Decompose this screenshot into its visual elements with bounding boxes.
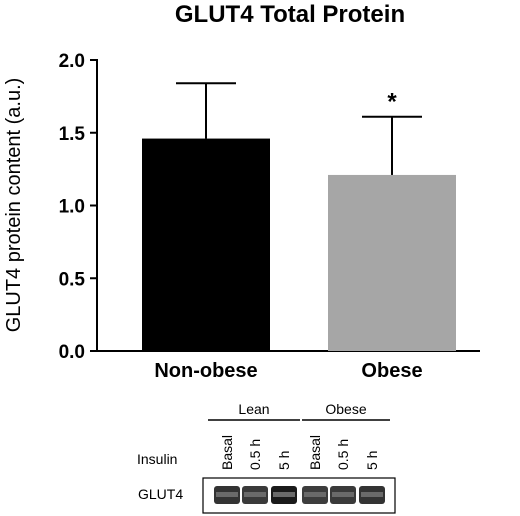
y-axis-label: GLUT4 protein content (a.u.) bbox=[3, 78, 25, 333]
significance-marker: * bbox=[387, 89, 397, 116]
blot-band-highlight bbox=[244, 492, 266, 497]
western-blot: Lean Obese Insulin GLUT4 Basal 0.5 h 5 h Basal 0… bbox=[137, 401, 396, 514]
blot-lane-label: 0.5 h bbox=[247, 439, 263, 470]
y-tick-label: 2.0 bbox=[59, 51, 85, 72]
blot-band-highlight bbox=[332, 492, 354, 497]
blot-lane-label: 5 h bbox=[364, 451, 380, 470]
y-tick-label: 0.0 bbox=[59, 342, 85, 363]
blot-lane-label: Basal bbox=[307, 435, 323, 470]
blot-band-highlight bbox=[304, 492, 326, 497]
y-tick-label: 0.5 bbox=[59, 269, 86, 290]
blot-band-highlight bbox=[216, 492, 238, 497]
bars: Non-obese Obese * bbox=[142, 82, 456, 382]
category-label: Obese bbox=[361, 360, 422, 382]
blot-group-label: Lean bbox=[238, 401, 269, 417]
blot-protein-label: GLUT4 bbox=[138, 486, 183, 502]
blot-band-highlight bbox=[273, 492, 295, 497]
blot-row-label: Insulin bbox=[137, 451, 177, 467]
chart-title: GLUT4 Total Protein bbox=[175, 1, 405, 28]
blot-lane-label: 0.5 h bbox=[335, 439, 351, 470]
blot-lane-label: Basal bbox=[219, 435, 235, 470]
blot-group-label: Obese bbox=[325, 401, 366, 417]
y-tick-label: 1.5 bbox=[59, 124, 86, 145]
blot-band-highlight bbox=[361, 492, 383, 497]
bar-non-obese bbox=[142, 138, 270, 351]
category-label: Non-obese bbox=[154, 360, 257, 382]
blot-lane-label: 5 h bbox=[276, 451, 292, 470]
bar-obese bbox=[328, 174, 456, 351]
y-tick-label: 1.0 bbox=[59, 197, 85, 218]
